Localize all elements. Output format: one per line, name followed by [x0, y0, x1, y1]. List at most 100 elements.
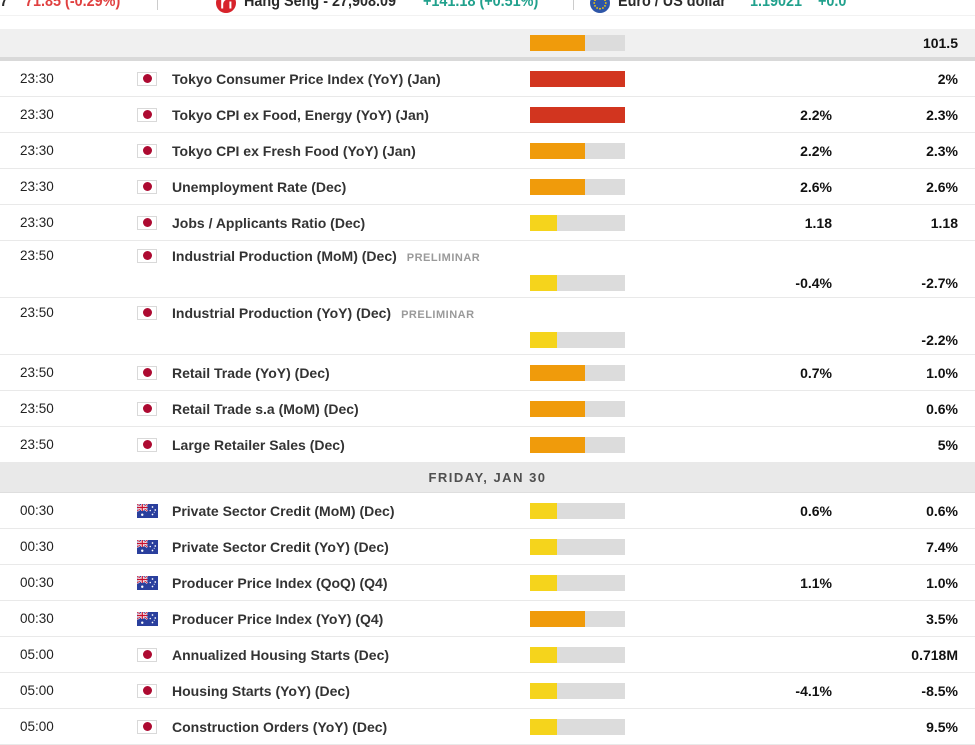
calendar-row[interactable]: 23:30 Tokyo CPI ex Fresh Food (YoY) (Jan)…	[0, 133, 975, 169]
previous-value: 1.18	[930, 214, 958, 231]
consensus-value: 2.6%	[800, 178, 832, 195]
event-name-text: Private Sector Credit (YoY) (Dec)	[172, 538, 389, 555]
preliminary-badge: PRELIMINAR	[401, 308, 475, 321]
calendar-row[interactable]: 23:50 Industrial Production (YoY) (Dec) PR…	[0, 298, 975, 355]
event-name-text: Private Sector Credit (MoM) (Dec)	[172, 502, 395, 519]
eurusd-value: 1.19021	[749, 0, 802, 10]
calendar-row[interactable]: 23:50 Retail Trade s.a (MoM) (Dec) 0.6%	[0, 391, 975, 427]
event-name: Producer Price Index (QoQ) (Q4)	[172, 575, 530, 591]
calendar-row[interactable]: 00:30 Producer Price Index (QoQ) (Q4) 1.1%…	[0, 565, 975, 601]
calendar-row[interactable]: 00:30 Producer Price Index (YoY) (Q4) 3.5%	[0, 601, 975, 637]
impact-bar	[530, 275, 625, 291]
impact-bar-track	[530, 646, 625, 663]
event-time: 05:00	[20, 719, 54, 734]
calendar-row[interactable]: 23:50 Large Retailer Sales (Dec) 5%	[0, 427, 975, 463]
impact-bar	[530, 538, 625, 555]
previous-value: 3.5%	[926, 610, 958, 627]
japan-flag-icon	[137, 248, 157, 263]
event-name: Jobs / Applicants Ratio (Dec)	[172, 215, 530, 231]
ticker-clipped-fragment: 7	[0, 0, 9, 10]
previous-value: 0.6%	[926, 400, 958, 417]
impact-bar-track	[530, 682, 625, 699]
eu-flag-icon	[589, 0, 612, 13]
japan-flag-icon	[137, 305, 157, 320]
event-name: Private Sector Credit (MoM) (Dec)	[172, 503, 530, 519]
country-flag-cell	[137, 503, 172, 518]
impact-bar-fill	[530, 646, 557, 663]
day-header-label: FRIDAY, JAN 30	[428, 470, 547, 485]
ticker-separator	[156, 0, 158, 10]
impact-bar-track	[530, 178, 625, 195]
impact-bar	[530, 718, 625, 735]
impact-bar-fill	[530, 574, 557, 591]
event-name: Annualized Housing Starts (Dec)	[172, 647, 530, 663]
calendar-row[interactable]: 23:50 Industrial Production (MoM) (Dec) PR…	[0, 241, 975, 298]
previous-value: -8.5%	[921, 682, 958, 699]
calendar-row[interactable]: 05:00 Housing Starts (YoY) (Dec) -4.1% -8.5…	[0, 673, 975, 709]
consensus-value: 0.6%	[800, 502, 832, 519]
ticker-separator	[572, 0, 574, 10]
country-flag-cell	[137, 647, 172, 662]
japan-flag-icon	[137, 215, 157, 230]
impact-bar	[530, 682, 625, 699]
country-flag-cell	[137, 179, 172, 194]
day-header: FRIDAY, JAN 30	[0, 463, 975, 493]
impact-bar-track	[530, 214, 625, 231]
japan-flag-icon	[137, 719, 157, 734]
event-time: 00:30	[20, 575, 54, 590]
event-name: Construction Orders (YoY) (Dec)	[172, 719, 530, 735]
country-flag-cell	[137, 248, 172, 263]
impact-bar-fill	[530, 275, 557, 291]
impact-bar-fill	[530, 70, 625, 87]
calendar-row[interactable]: 23:30 Unemployment Rate (Dec) 2.6% 2.6%	[0, 169, 975, 205]
australia-flag-icon	[137, 539, 158, 554]
index-change-negative[interactable]: 71.85 (-0.29%)	[24, 0, 121, 10]
impact-bar	[530, 574, 625, 591]
previous-value: 0.6%	[926, 502, 958, 519]
event-time: 23:50	[20, 365, 54, 380]
event-time: 23:30	[20, 143, 54, 158]
australia-flag-icon	[137, 575, 158, 590]
calendar-row[interactable]: 05:00 Annualized Housing Starts (Dec) 0.71…	[0, 637, 975, 673]
previous-value: 2%	[937, 70, 958, 87]
calendar-row[interactable]: 23:30 Jobs / Applicants Ratio (Dec) 1.18 1.…	[0, 205, 975, 241]
impact-bar-track	[530, 70, 625, 87]
event-name: Private Sector Credit (YoY) (Dec)	[172, 539, 530, 555]
impact-bar	[530, 610, 625, 627]
impact-bar-track	[530, 106, 625, 123]
event-name-text: Industrial Production (YoY) (Dec)	[172, 304, 392, 321]
calendar-row[interactable]: 05:00 Construction Orders (YoY) (Dec) 9.5%	[0, 709, 975, 745]
calendar-row[interactable]: 00:30 Private Sector Credit (YoY) (Dec) 7.…	[0, 529, 975, 565]
country-flag-cell	[137, 719, 172, 734]
event-time: 23:30	[20, 71, 54, 86]
previous-value: 2.3%	[926, 142, 958, 159]
country-flag-cell	[137, 365, 172, 380]
event-time: 05:00	[20, 647, 54, 662]
event-name-text: Retail Trade s.a (MoM) (Dec)	[172, 400, 359, 417]
event-time: 00:30	[20, 611, 54, 626]
hang-seng-quote[interactable]: Hang Seng - 27,908.09	[243, 0, 396, 10]
impact-bar-track	[530, 610, 625, 627]
impact-bar-track	[530, 332, 625, 348]
impact-bar	[530, 646, 625, 663]
impact-bar-fill	[530, 106, 625, 123]
event-name: Retail Trade (YoY) (Dec)	[172, 365, 530, 381]
event-name-text: Retail Trade (YoY) (Dec)	[172, 364, 330, 381]
japan-flag-icon	[137, 107, 157, 122]
event-name-text: Housing Starts (YoY) (Dec)	[172, 682, 350, 699]
impact-bar-track	[530, 502, 625, 519]
event-name-text: Jobs / Applicants Ratio (Dec)	[172, 214, 366, 231]
section-divider	[0, 57, 975, 61]
impact-bar-fill	[530, 682, 557, 699]
event-time: 23:50	[20, 401, 54, 416]
calendar-row-partial[interactable]: 101.5	[0, 29, 975, 57]
previous-value: -2.7%	[921, 275, 958, 291]
calendar-row[interactable]: 23:50 Retail Trade (YoY) (Dec) 0.7% 1.0%	[0, 355, 975, 391]
calendar-row[interactable]: 00:30 Private Sector Credit (MoM) (Dec) 0.…	[0, 493, 975, 529]
eurusd-quote[interactable]: Euro / US dollar	[617, 0, 726, 10]
event-name-text: Producer Price Index (YoY) (Q4)	[172, 610, 384, 627]
impact-bar-fill	[530, 538, 557, 555]
impact-bar-fill	[530, 436, 586, 453]
calendar-row[interactable]: 23:30 Tokyo CPI ex Food, Energy (YoY) (Ja…	[0, 97, 975, 133]
calendar-row[interactable]: 23:30 Tokyo Consumer Price Index (YoY) (J…	[0, 61, 975, 97]
